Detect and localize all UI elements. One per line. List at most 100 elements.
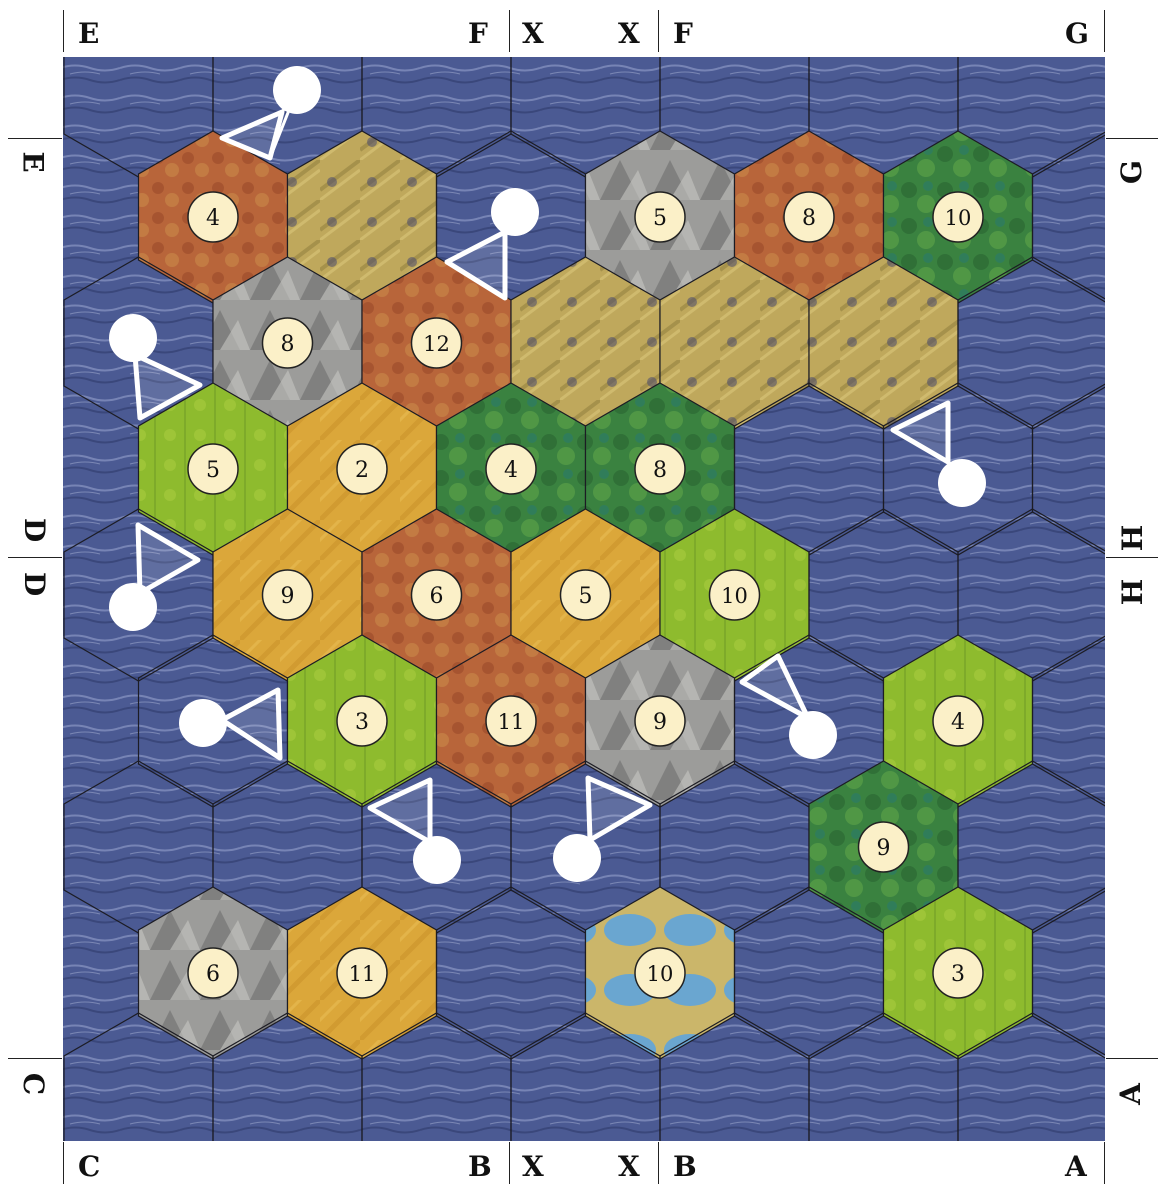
number-token: 6 (410, 569, 463, 621)
number-token-disc (261, 569, 314, 621)
number-token-disc (261, 317, 314, 369)
top-label-1: E (78, 17, 100, 50)
number-token-disc (708, 569, 761, 621)
left-label-upper: E (16, 151, 50, 173)
top-label-5: F (673, 17, 693, 50)
sea-hex (1031, 635, 1105, 807)
right-tick-1 (1106, 138, 1158, 139)
harbors-layer (109, 66, 986, 884)
number-token-disc (187, 947, 239, 999)
number-token-value: 10 (647, 962, 674, 986)
left-label-lower: C (17, 1072, 51, 1096)
harbor-7 (739, 653, 837, 759)
right-label-lower: A (1113, 1083, 1147, 1105)
bottom-label-3: X (522, 1150, 544, 1183)
top-tick-3 (658, 10, 659, 52)
number-token: 3 (932, 947, 984, 999)
harbor-marker (109, 583, 157, 631)
number-token: 8 (634, 443, 686, 495)
number-token-disc (932, 947, 984, 999)
number-token: 5 (187, 443, 239, 495)
number-token: 8 (783, 191, 835, 243)
number-token: 12 (410, 317, 463, 369)
harbor-triangle (444, 229, 508, 301)
number-token: 11 (485, 695, 537, 747)
number-token: 5 (634, 191, 686, 243)
sea-hex (1031, 383, 1105, 555)
sea-hex (957, 1012, 1105, 1141)
number-token-value: 4 (504, 458, 518, 483)
harbor-triangle (219, 109, 285, 161)
number-token-disc (559, 569, 612, 621)
number-token-disc (634, 947, 686, 999)
harbor-triangle (367, 777, 433, 845)
harbor-4 (890, 400, 986, 507)
number-token: 4 (187, 191, 239, 243)
number-token-disc (783, 191, 835, 243)
harbor-marker (491, 188, 539, 236)
number-token-disc (634, 695, 686, 747)
number-token-disc (485, 695, 537, 747)
number-token: 5 (559, 569, 612, 621)
left-tick-1 (8, 138, 62, 139)
number-token: 2 (336, 443, 388, 495)
number-token-disc (410, 569, 463, 621)
harbor-5 (109, 522, 201, 631)
number-token: 3 (336, 695, 388, 747)
number-token: 9 (857, 821, 910, 873)
number-token-value: 10 (721, 584, 748, 608)
number-token-disc (485, 443, 537, 495)
number-token: 8 (261, 317, 314, 369)
number-token-value: 4 (206, 206, 220, 231)
number-token: 10 (932, 191, 984, 243)
number-token-disc (336, 947, 388, 999)
top-tick-1 (63, 10, 64, 52)
harbor-marker (938, 459, 986, 507)
harbor-marker (413, 836, 461, 884)
number-token-disc (187, 191, 239, 243)
number-token-value: 3 (951, 962, 965, 987)
harbor-triangle (132, 352, 203, 421)
harbor-9 (553, 775, 653, 882)
number-token-disc (857, 821, 910, 873)
number-token-disc (336, 443, 388, 495)
harbor-1 (219, 66, 321, 161)
left-tick-3 (8, 1058, 62, 1059)
number-token: 11 (336, 947, 388, 999)
number-token: 9 (634, 695, 686, 747)
number-token-value: 11 (498, 710, 525, 734)
number-token-disc (932, 695, 984, 747)
left-label-mid-top: D (18, 517, 52, 543)
top-label-6: G (1065, 17, 1089, 50)
bottom-tick-2 (509, 1142, 510, 1184)
harbor-8 (367, 777, 461, 884)
harbor-6 (179, 687, 283, 761)
harbor-marker (789, 711, 837, 759)
number-token-value: 6 (206, 962, 220, 987)
number-token: 6 (187, 947, 239, 999)
number-token: 4 (485, 443, 537, 495)
number-token-value: 9 (281, 584, 295, 609)
bottom-label-2: B (468, 1150, 492, 1183)
number-token-disc (634, 443, 686, 495)
right-tick-2 (1106, 557, 1158, 558)
number-token-value: 8 (281, 332, 295, 357)
top-tick-2 (509, 10, 510, 52)
number-token-value: 12 (423, 332, 450, 356)
right-tick-3 (1106, 1058, 1158, 1059)
top-label-3: X (522, 17, 544, 50)
number-token-value: 5 (579, 584, 593, 609)
top-label-4: X (618, 17, 640, 50)
number-token-value: 5 (653, 206, 667, 231)
number-token-value: 4 (951, 710, 965, 735)
number-token: 10 (708, 569, 761, 621)
number-token-disc (336, 695, 388, 747)
top-label-2: F (468, 17, 488, 50)
number-token: 10 (634, 947, 686, 999)
right-label-mid-top: H (1116, 524, 1150, 552)
number-token-value: 9 (877, 836, 891, 861)
harbor-marker (109, 314, 157, 362)
harbor-triangle (219, 687, 283, 761)
sea-hex (1031, 887, 1105, 1059)
